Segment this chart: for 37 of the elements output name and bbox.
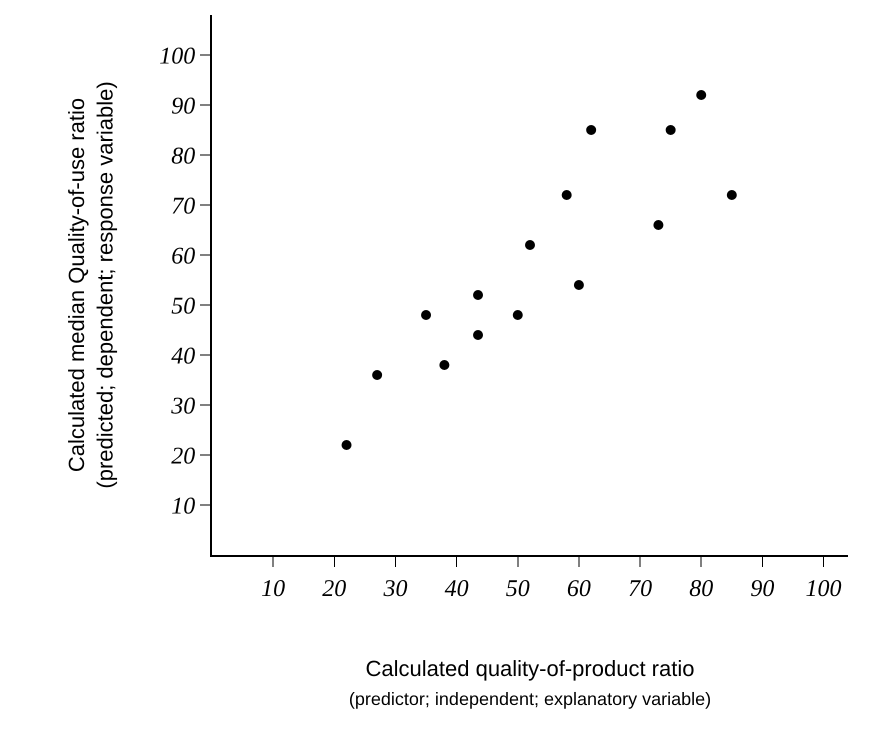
point (525, 240, 535, 250)
point (372, 370, 382, 380)
y-axis-title: Calculated median Quality-of-use ratio (predicted; dependent; response variable) (64, 81, 118, 489)
y-tick-label: 90 (171, 93, 196, 120)
point (696, 90, 706, 100)
x-axis-title: Calculated quality-of-product ratio (predictor; independent; explanatory variable) (348, 656, 712, 709)
x-tick-label: 30 (382, 576, 408, 602)
point (421, 310, 432, 320)
x-tick-label: 80 (689, 576, 714, 602)
point (473, 330, 484, 340)
x-tick-label: 90 (750, 576, 774, 602)
y-tick-label: 10 (171, 493, 196, 520)
x-tick-label: 60 (566, 576, 591, 602)
point (342, 440, 352, 450)
x-tick-label: 20 (322, 576, 346, 602)
point (666, 125, 676, 135)
y-tick-label: 80 (171, 143, 196, 170)
point (653, 220, 664, 230)
y-tick-label: 50 (171, 293, 196, 320)
x-tick-label: 70 (628, 576, 652, 602)
point (586, 125, 596, 135)
x-tick-label: 40 (444, 576, 469, 602)
point (562, 190, 572, 200)
x-tick-label: 10 (261, 576, 286, 602)
point (439, 360, 450, 370)
point (726, 190, 737, 200)
y-tick-label: 30 (170, 393, 196, 420)
y-tick-label: 70 (171, 193, 196, 220)
point (574, 280, 584, 290)
y-tick-label: 20 (171, 443, 196, 470)
x-tick-label: 100 (806, 576, 842, 602)
y-tick-label: 40 (171, 343, 196, 370)
point (473, 290, 484, 300)
y-tick-label: 60 (171, 243, 196, 270)
y-tick-label: 100 (159, 43, 196, 70)
x-tick-label: 50 (506, 576, 530, 602)
point (512, 310, 523, 320)
